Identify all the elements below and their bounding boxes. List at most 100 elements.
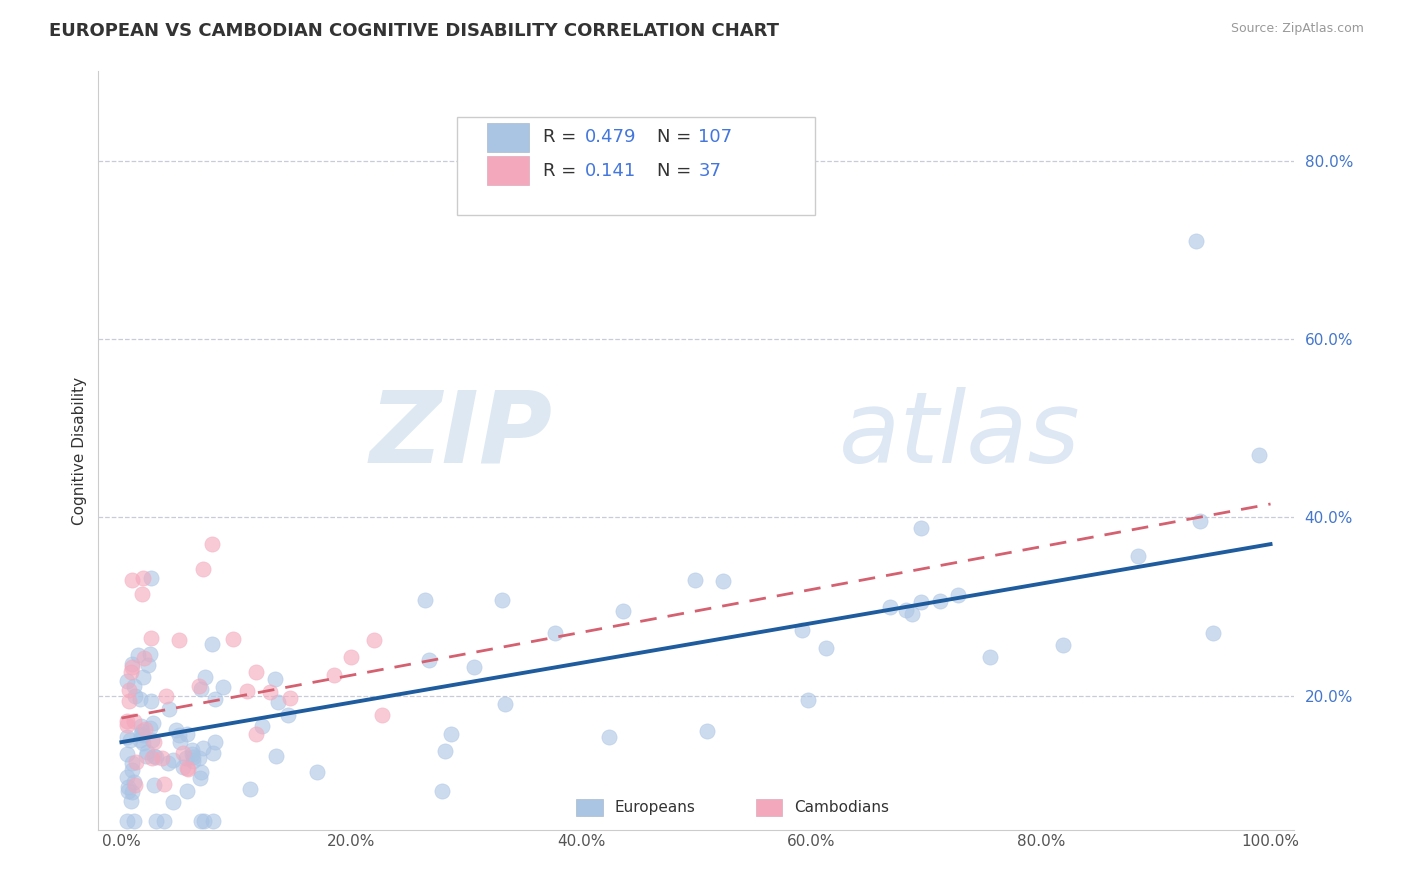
Point [143,734,166,748]
Point [121,756,143,770]
Point [322,668,344,682]
Point [121,665,143,679]
Point [145,814,167,828]
Point [946,589,969,603]
Point [491,592,513,607]
Bar [576,799,603,816]
Point [176,783,198,797]
Point [162,795,184,809]
Point [683,573,706,587]
Point [363,632,385,647]
Point [132,670,155,684]
Point [172,760,194,774]
Bar [486,156,529,185]
Point [901,607,924,622]
Point [124,774,146,789]
Point [202,746,225,760]
Point [713,574,735,589]
Point [120,794,142,808]
Point [910,595,932,609]
Point [157,702,180,716]
Point [139,694,162,708]
Point [121,657,143,672]
Point [879,600,901,615]
Point [122,814,145,828]
Point [544,626,567,640]
Point [167,632,190,647]
Point [204,691,226,706]
Point [162,753,184,767]
Point [131,724,153,739]
Point [117,780,139,795]
Point [115,814,138,828]
Point [1128,549,1150,563]
Point [129,733,152,747]
Point [115,747,138,762]
Point [132,570,155,584]
Point [157,756,180,770]
Point [169,735,191,749]
Point [245,665,267,679]
Point [167,728,190,742]
Point [129,692,152,706]
Point [139,571,162,585]
Point [181,754,204,768]
Text: 0.141: 0.141 [585,161,636,179]
Point [432,784,454,798]
Point [979,650,1001,665]
Point [145,749,167,764]
Point [194,670,217,684]
Point [118,733,141,747]
Point [1247,448,1270,462]
Point [191,741,214,756]
Point [121,660,143,674]
Point [440,727,463,741]
Point [245,726,267,740]
Point [136,658,159,673]
Point [201,637,224,651]
Point [190,765,212,780]
Text: Europeans: Europeans [614,800,696,815]
Point [165,723,187,738]
Point [188,750,211,764]
Point [190,814,212,828]
Point [418,653,440,667]
Point [204,735,226,749]
Point [190,681,212,696]
Point [181,743,204,757]
Point [135,748,157,763]
Point [174,751,197,765]
Point [264,672,287,686]
Point [696,723,718,738]
Point [115,730,138,744]
Point [188,771,211,785]
Point [118,694,141,708]
Y-axis label: Cognitive Disability: Cognitive Disability [72,376,87,524]
Point [121,573,143,587]
Point [131,587,153,601]
Point [201,814,224,828]
Point [117,682,139,697]
Point [134,722,156,736]
Point [141,733,163,747]
Point [494,698,516,712]
Point [115,673,138,688]
Bar [486,123,529,152]
Text: 0.479: 0.479 [585,128,637,146]
Point [815,640,838,655]
Point [222,632,245,646]
Point [176,761,198,775]
Point [339,649,361,664]
Point [124,680,146,694]
Point [894,603,917,617]
Point [305,765,328,780]
Point [266,695,288,709]
Point [155,689,177,703]
Text: Source: ZipAtlas.com: Source: ZipAtlas.com [1230,22,1364,36]
Text: atlas: atlas [839,387,1081,483]
Point [124,689,146,703]
Text: EUROPEAN VS CAMBODIAN COGNITIVE DISABILITY CORRELATION CHART: EUROPEAN VS CAMBODIAN COGNITIVE DISABILI… [49,22,779,40]
Text: N =: N = [657,161,690,179]
Point [141,750,163,764]
Text: 107: 107 [699,128,733,146]
